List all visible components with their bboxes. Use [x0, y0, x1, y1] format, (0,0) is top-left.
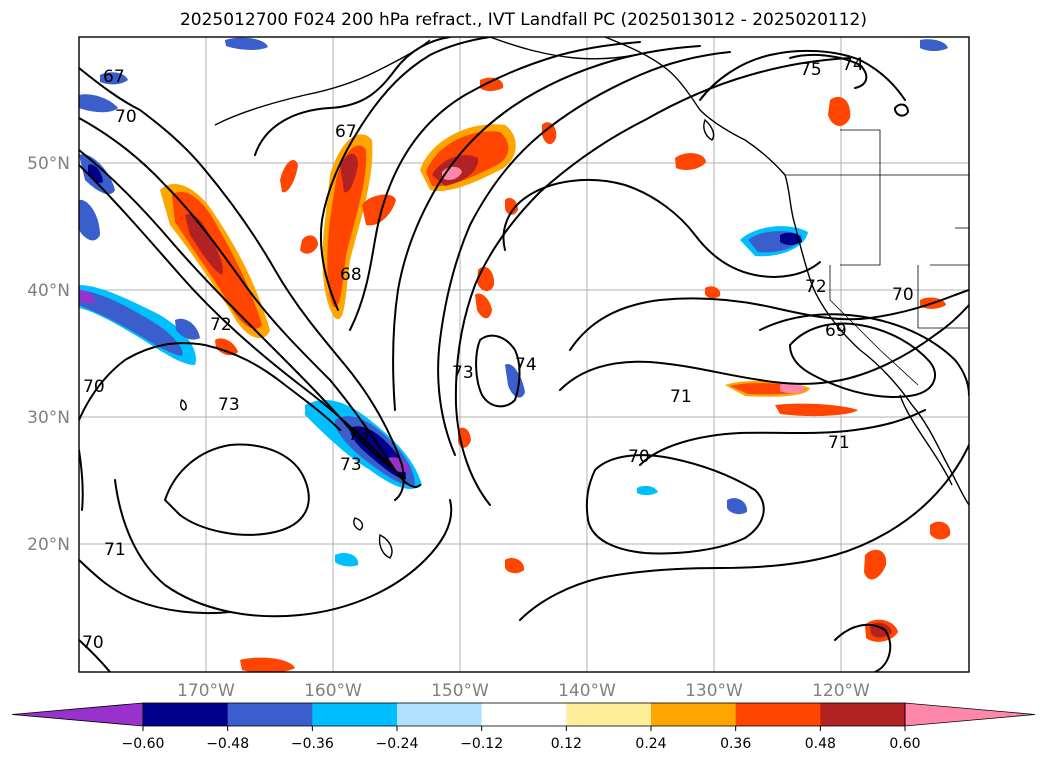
lat-label: 50°N — [27, 154, 70, 174]
contour-lines — [79, 37, 969, 672]
pos-anomaly-21 — [480, 77, 504, 91]
pos-anomaly-13-max — [780, 382, 805, 394]
colorbar-swatch — [735, 703, 821, 726]
lon-label: 150°W — [431, 681, 489, 701]
lon-label: 130°W — [685, 681, 743, 701]
colorbar-swatch — [227, 703, 313, 726]
neg-anomaly-4 — [79, 199, 100, 241]
neg-anomaly-10 — [637, 485, 658, 496]
colorbar-frame — [142, 702, 906, 727]
contour-label: 70 — [83, 377, 105, 397]
colorbar-swatch — [312, 703, 398, 726]
pos-anomaly-24 — [215, 338, 238, 356]
neg-anomaly-2-core — [79, 290, 183, 356]
pos-anomaly-9 — [542, 122, 557, 145]
colorbar-swatch — [143, 703, 229, 726]
contour-label: 71 — [828, 433, 850, 453]
neg-anomaly-12 — [335, 553, 359, 567]
pos-anomaly-4 — [280, 160, 298, 193]
colorbar-extend-low — [11, 702, 144, 727]
pos-anomaly-5 — [362, 194, 396, 226]
contour-label: 70 — [892, 285, 914, 305]
contour-label: 73 — [340, 455, 362, 475]
lon-label: 140°W — [558, 681, 616, 701]
lon-label: 120°W — [812, 681, 870, 701]
pos-anomaly-11 — [675, 153, 706, 170]
pos-anomaly-8 — [475, 293, 492, 319]
pos-anomaly-6 — [300, 235, 318, 254]
contour-label: 71 — [670, 387, 692, 407]
colorbar-tick-label: 0.36 — [720, 736, 751, 752]
contour-label-group: 67 67 70 70 68 72 73 73 73 74 73 71 70 7… — [82, 55, 914, 653]
neg-anomaly-8-peak — [780, 232, 802, 245]
contour-label: 68 — [340, 265, 362, 285]
neg-anomaly-9 — [505, 364, 525, 398]
colorbar-swatch — [566, 703, 652, 726]
colorbar-tick-label: 0.12 — [551, 736, 582, 752]
contour-label: 73 — [218, 395, 240, 415]
neg-anomaly-7 — [225, 37, 268, 50]
pos-anomaly-14 — [775, 403, 858, 417]
coastlines — [179, 37, 969, 559]
pos-anomaly-2-core — [327, 145, 367, 307]
colorbar-tick-label: −0.12 — [460, 736, 503, 752]
pos-anomaly-7 — [477, 266, 495, 292]
neg-anomaly-11 — [727, 498, 748, 515]
pos-anomaly-18 — [930, 521, 951, 540]
contour-label: 73 — [348, 425, 370, 445]
pos-anomaly-23 — [505, 558, 525, 574]
lat-label: 30°N — [27, 408, 70, 428]
pos-anomaly-1-peak — [185, 214, 223, 275]
contour-label: 71 — [104, 540, 126, 560]
pos-anomaly-2-peak — [340, 153, 358, 193]
neg-anomaly-5 — [79, 94, 118, 113]
latitude-labels: 50°N 40°N 30°N 20°N — [27, 154, 70, 555]
pos-anomaly-20 — [240, 657, 295, 672]
colorbar-swatch — [651, 703, 737, 726]
colorbar: −0.60 −0.48 −0.36 −0.24 −0.12 0.12 0.24 0.36 0.4… — [11, 702, 1036, 752]
colorbar-swatch — [820, 703, 906, 726]
graticule — [79, 37, 969, 672]
contour-label: 69 — [825, 321, 847, 341]
colorbar-tick-label: 0.24 — [635, 736, 666, 752]
lon-label: 170°W — [177, 681, 235, 701]
pos-anomaly-22 — [705, 286, 721, 299]
colorbar-tick-label: −0.24 — [376, 736, 419, 752]
contour-label: 67 — [335, 122, 357, 142]
lon-label: 160°W — [304, 681, 362, 701]
colorbar-tick-label: −0.48 — [206, 736, 249, 752]
neg-anomaly-6 — [100, 72, 128, 85]
neg-anomaly-13 — [920, 39, 948, 51]
lat-label: 40°N — [27, 281, 70, 301]
contour-label: 73 — [452, 363, 474, 383]
contour-label: 70 — [628, 447, 650, 467]
contour-label: 74 — [515, 355, 537, 375]
contour-label: 74 — [842, 55, 864, 75]
colorbar-extend-high — [904, 702, 1036, 727]
contour-label: 70 — [115, 107, 137, 127]
colorbar-tick-label: −0.60 — [122, 736, 165, 752]
contour-label: 67 — [103, 67, 125, 87]
colorbar-tick-label: −0.36 — [291, 736, 334, 752]
map-frame — [78, 36, 970, 673]
colorbar-tick-label: 0.60 — [889, 736, 920, 752]
lat-label: 20°N — [27, 535, 70, 555]
pos-anomaly-16 — [864, 549, 887, 580]
colorbar-swatch — [481, 703, 567, 726]
contour-label: 70 — [82, 633, 104, 653]
contour-label: 75 — [800, 60, 822, 80]
neg-anomaly-14 — [175, 318, 200, 340]
longitude-labels: 170°W 160°W 150°W 140°W 130°W 120°W — [177, 681, 870, 701]
map-title: 2025012700 F024 200 hPa refract., IVT La… — [179, 10, 867, 30]
political-borders — [785, 129, 969, 386]
pos-anomaly-12 — [828, 96, 851, 126]
contour-label: 72 — [210, 315, 232, 335]
colorbar-tick-label: 0.48 — [805, 736, 836, 752]
neg-anomaly-2-max — [79, 290, 95, 304]
contour-label: 72 — [805, 277, 827, 297]
colorbar-swatch — [397, 703, 483, 726]
pos-anomaly-10 — [505, 198, 518, 215]
